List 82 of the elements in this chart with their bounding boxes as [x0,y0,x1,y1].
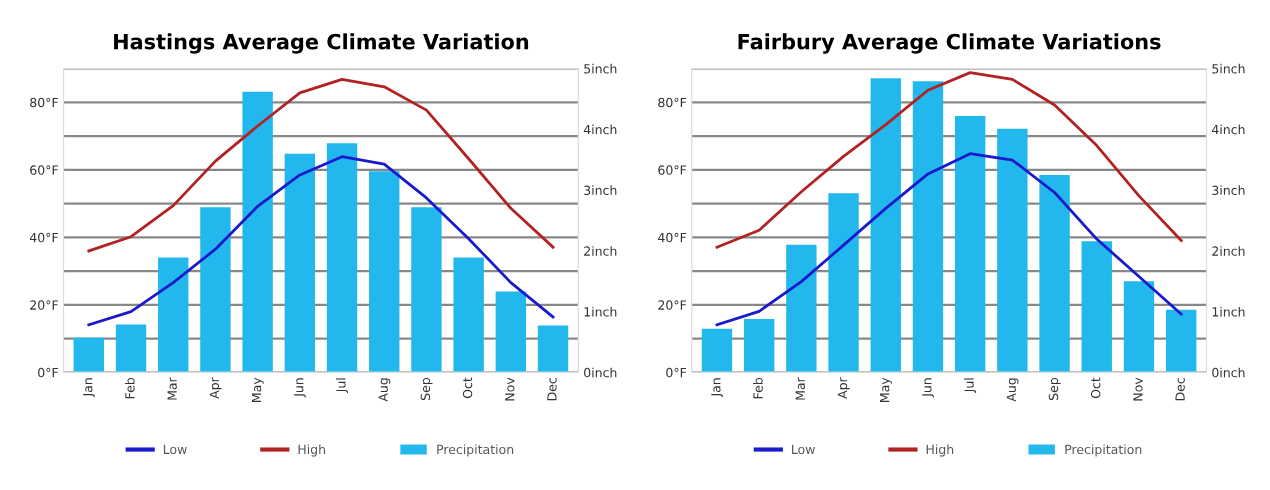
y2-tick-label: 4inch [1211,124,1245,135]
x-tick-label: Jun [294,378,306,398]
bar [1081,241,1112,373]
y2-tick-label: 0inch [584,367,617,378]
y-tick-label: 40°F [658,232,687,243]
y-tick-label: 60°F [658,165,687,175]
bar [411,207,442,373]
y-tick-label: 20°F [30,300,58,310]
x-tick-label: Mar [167,377,177,400]
legend-label: Low [792,444,815,455]
x-tick-label: May [880,377,892,402]
bar [73,337,105,373]
bar [912,81,944,373]
y2-tick-label: 1inch [1212,306,1245,317]
y-tick-label: 0°F [38,367,58,378]
y-tick-label: 80°F [30,97,58,108]
bar [828,193,859,373]
y2-tick-label: 5inch [584,63,617,74]
x-tick-label: Aug [1006,378,1019,402]
x-tick-label: Dec [547,378,557,401]
legend-label: Precipitation [437,444,514,457]
y2-tick-label: 1inch [584,306,617,317]
y2-tick-label: 5inch [1212,63,1245,74]
legend-label: High [298,444,325,457]
legend-label: Low [163,444,187,455]
bar [326,143,358,373]
x-tick-label: Oct [1090,377,1101,399]
bar [158,257,189,373]
x-tick-label: Dec [1175,378,1185,401]
y2-tick-label: 4inch [583,124,617,135]
x-tick-label: Jan [83,378,95,398]
y-tick-label: 20°F [658,300,687,310]
bar [284,153,316,373]
line-series [87,78,555,253]
x-tick-label: Aug [378,378,391,402]
x-tick-label: Sep [1048,377,1061,400]
bar [453,257,484,373]
x-tick-label: Nov [1133,377,1143,401]
y2-tick-label: 0inch [1212,367,1245,378]
bar [495,291,527,373]
bar [1165,309,1197,373]
x-tick-label: Sep [420,377,433,400]
x-tick-label: Apr [837,377,850,399]
x-tick-label: Nov [505,377,515,401]
x-tick-label: Jul [335,378,348,393]
bar [200,207,231,373]
y-tick-label: 60°F [30,165,58,175]
y-tick-label: 40°F [29,232,58,243]
chart-title: Fairbury Average Climate Variations [738,33,1161,54]
x-tick-label: Feb [124,377,135,399]
y-tick-label: 0°F [666,367,687,378]
y2-tick-label: 3inch [584,185,617,196]
bar [954,115,986,373]
bar [1039,174,1070,373]
legend-label: High [926,444,954,457]
y2-tick-label: 2inch [1212,246,1245,256]
bar [997,128,1028,373]
bar [786,244,817,373]
bar [701,328,733,373]
bar [537,325,569,373]
x-tick-label: May [251,377,264,402]
x-tick-label: Apr [209,377,222,399]
line-series [715,71,1183,249]
y2-tick-label: 3inch [1212,185,1245,196]
bar [115,324,147,373]
y-tick-label: 80°F [658,97,687,108]
x-tick-label: Jan [711,378,723,398]
bar [870,78,901,373]
bar [1123,281,1155,373]
line-series [87,155,555,327]
x-tick-label: Jun [922,378,934,398]
x-tick-label: Jul [964,378,977,393]
x-tick-label: Feb [753,377,763,399]
bar [242,91,273,373]
chart-title: Hastings Average Climate Variation [114,33,529,54]
line-series [715,152,1183,327]
legend-label: Precipitation [1065,444,1142,457]
y2-tick-label: 2inch [584,246,617,256]
x-tick-label: Oct [462,377,473,399]
bar [743,318,775,373]
bar [369,171,400,373]
x-tick-label: Mar [795,377,805,400]
